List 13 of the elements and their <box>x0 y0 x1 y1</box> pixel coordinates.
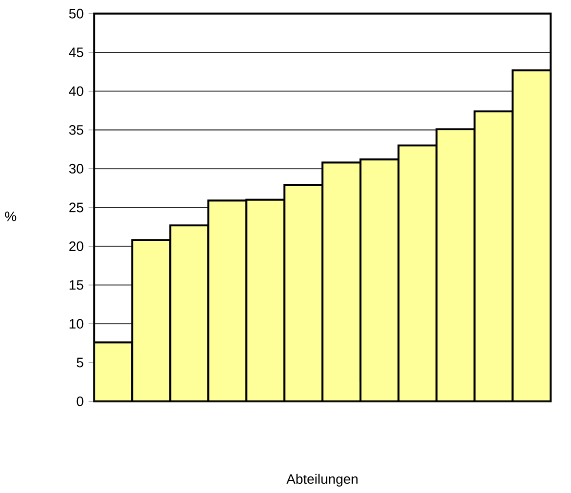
y-axis-title: % <box>5 212 16 222</box>
y-tick-label: 35 <box>69 125 84 135</box>
y-tick-label: 50 <box>69 8 84 19</box>
y-tick-label: 15 <box>70 280 84 290</box>
y-tick-label: 5 <box>76 358 84 368</box>
y-tick-label: 20 <box>69 241 84 252</box>
y-tick-label: 40 <box>68 86 84 96</box>
y-tick-label: 45 <box>68 48 84 58</box>
y-tick-label: 25 <box>69 202 84 212</box>
y-tick-label: 0 <box>76 396 84 406</box>
y-tick-label: 30 <box>69 164 84 174</box>
y-tick-label: 10 <box>70 319 84 329</box>
x-axis-title: Abteilungen <box>286 474 358 487</box>
